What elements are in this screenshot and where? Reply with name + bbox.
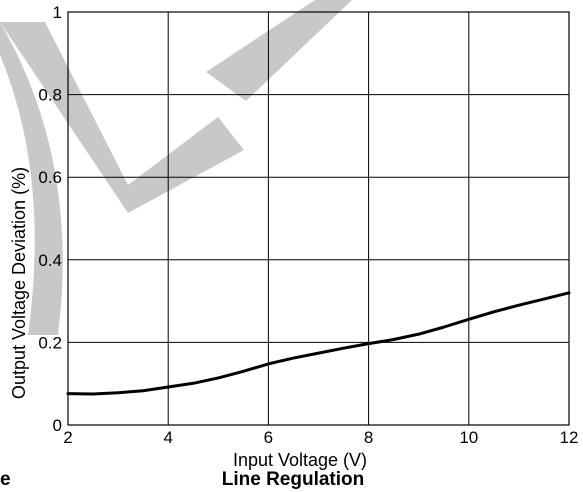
x-tick-label-5: 12 [560, 428, 579, 447]
partial-caption: e [0, 469, 11, 490]
y-tick-labels: 0 0.2 0.4 0.6 0.8 1 [38, 3, 62, 435]
y-tick-label-2: 0.4 [38, 251, 62, 270]
y-tick-label-0: 0 [53, 416, 62, 435]
series-layer [66, 291, 571, 396]
series-line-0 [66, 291, 571, 396]
x-tick-label-4: 10 [459, 428, 478, 447]
grid [67, 11, 570, 426]
x-axis-label: Input Voltage (V) [233, 450, 367, 470]
y-tick-label-3: 0.6 [38, 168, 62, 187]
x-tick-label-1: 4 [163, 428, 172, 447]
watermark-graphic [0, 0, 352, 335]
x-tick-labels: 2 4 6 8 10 12 [63, 428, 578, 447]
watermark-diagonal-stroke [206, 0, 352, 101]
x-tick-label-0: 2 [63, 428, 72, 447]
x-tick-label-2: 6 [264, 428, 273, 447]
plot-frame [67, 11, 570, 426]
plot-border [67, 11, 570, 426]
watermark-arc [0, 22, 63, 335]
y-tick-label-1: 0.2 [38, 333, 62, 352]
x-tick-label-3: 8 [364, 428, 373, 447]
y-tick-label-5: 1 [53, 3, 62, 22]
chart-title: Line Regulation [222, 469, 365, 490]
watermark-checkmark [0, 22, 244, 213]
y-tick-label-4: 0.8 [38, 86, 62, 105]
y-axis-label: Output Voltage Deviation (%) [9, 167, 29, 399]
